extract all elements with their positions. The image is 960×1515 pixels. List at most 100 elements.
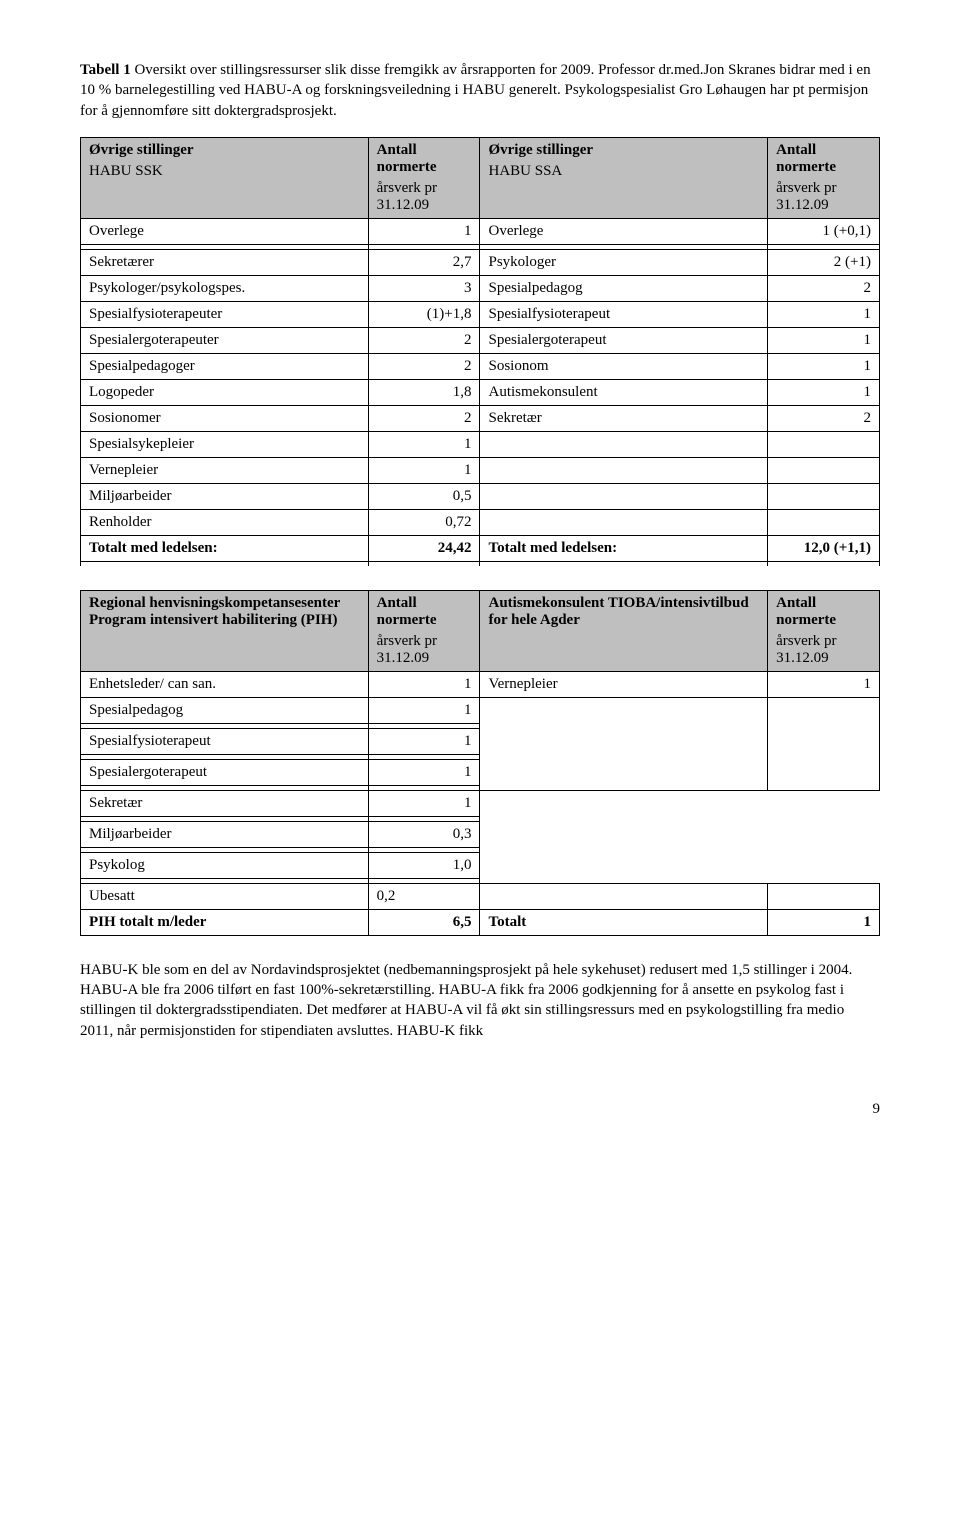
cell: Psykologer: [480, 249, 768, 275]
cell: [768, 697, 880, 790]
cell: Spesialergoterapeuter: [81, 327, 369, 353]
table-row: Spesialpedagoger2Sosionom1: [81, 353, 880, 379]
cell: Sekretær: [480, 405, 768, 431]
cell: Totalt: [480, 909, 768, 935]
cell: Sekretærer: [81, 249, 369, 275]
cell: 0,72: [368, 509, 480, 535]
t1-overlege-row: Overlege 1 Overlege 1 (+0,1): [81, 218, 880, 244]
cell: 1: [768, 909, 880, 935]
cell: [480, 457, 768, 483]
cell: Miljøarbeider: [81, 483, 369, 509]
t2-first-row: Enhetsleder/ can san. 1 Vernepleier 1: [81, 671, 880, 697]
table-row: Spesialergoterapeuter2Spesialergoterapeu…: [81, 327, 880, 353]
table-row: Sekretærer2,7Psykologer2 (+1): [81, 249, 880, 275]
t2-h4b: årsverk pr 31.12.09: [776, 633, 871, 667]
cell: Enhetsleder/ can san.: [81, 671, 369, 697]
cell: Sosionomer: [81, 405, 369, 431]
cell: Autismekonsulent: [480, 379, 768, 405]
cell: Totalt med ledelsen:: [81, 535, 369, 561]
table-row: Renholder0,72: [81, 509, 880, 535]
page-number: 9: [80, 1101, 880, 1118]
cell: (1)+1,8: [368, 301, 480, 327]
cell: Totalt med ledelsen:: [480, 535, 768, 561]
cell: [768, 883, 880, 909]
cell: 1: [368, 671, 480, 697]
cell: Spesialfysioterapeut: [81, 728, 369, 754]
cell: [768, 483, 880, 509]
cell: [768, 509, 880, 535]
cell: Psykolog: [81, 852, 369, 878]
t2-h2b: årsverk pr 31.12.09: [377, 633, 472, 667]
cell: 2: [368, 353, 480, 379]
t1-h4: Antall normerte årsverk pr 31.12.09: [768, 137, 880, 218]
cell: [480, 509, 768, 535]
table-row: Logopeder1,8Autismekonsulent1: [81, 379, 880, 405]
t1-h4b: årsverk pr 31.12.09: [776, 180, 871, 214]
t1-h1b: HABU SSK: [89, 163, 360, 180]
cell: Spesialpedagog: [480, 275, 768, 301]
t2-ubesatt-row: Ubesatt 0,2: [81, 883, 880, 909]
cell: 1,0: [368, 852, 480, 878]
cell: Vernepleier: [480, 671, 768, 697]
t2-total-row: PIH totalt m/leder 6,5 Totalt 1: [81, 909, 880, 935]
table-row: Miljøarbeider0,5: [81, 483, 880, 509]
cell: Overlege: [480, 218, 768, 244]
intro-text: Oversikt over stillingsressurser slik di…: [80, 62, 871, 119]
cell: 12,0 (+1,1): [768, 535, 880, 561]
cell: Spesialergoterapeut: [81, 759, 369, 785]
t1-h2: Antall normerte årsverk pr 31.12.09: [368, 137, 480, 218]
cell: Spesialfysioterapeut: [480, 301, 768, 327]
t2-h1: Regional henvisningskompetansesenter Pro…: [81, 590, 369, 671]
table-row: Spesialfysioterapeuter(1)+1,8Spesialfysi…: [81, 301, 880, 327]
cell: Spesialergoterapeut: [480, 327, 768, 353]
table-1: Øvrige stillinger HABU SSK Antall normer…: [80, 137, 880, 566]
t1-h2a: Antall normerte: [377, 142, 437, 175]
table-row: Psykolog1,0: [81, 852, 880, 878]
cell: Spesialpedagog: [81, 697, 369, 723]
cell: 2,7: [368, 249, 480, 275]
t1-h2b: årsverk pr 31.12.09: [377, 180, 472, 214]
cell: 1: [768, 353, 880, 379]
t1-h1: Øvrige stillinger HABU SSK: [81, 137, 369, 218]
cell: Ubesatt: [81, 883, 369, 909]
t1-h1a: Øvrige stillinger: [89, 142, 194, 158]
cell: 0,2: [368, 883, 480, 909]
t1-h3b: HABU SSA: [488, 163, 759, 180]
cell: 1: [368, 697, 480, 723]
t1-h3: Øvrige stillinger HABU SSA: [480, 137, 768, 218]
cell: [480, 697, 768, 790]
cell: 1: [768, 379, 880, 405]
cell: 1 (+0,1): [768, 218, 880, 244]
cell: [480, 431, 768, 457]
cell: 1: [368, 457, 480, 483]
cell: Renholder: [81, 509, 369, 535]
cell: 1: [368, 759, 480, 785]
cell: Vernepleier: [81, 457, 369, 483]
intro-paragraph: Tabell 1 Oversikt over stillingsressurse…: [80, 60, 880, 121]
t2-h3: Autismekonsulent TIOBA/intensivtilbud fo…: [480, 590, 768, 671]
cell: 6,5: [368, 909, 480, 935]
intro-strong: Tabell 1: [80, 62, 131, 78]
cell: Miljøarbeider: [81, 821, 369, 847]
cell: 1,8: [368, 379, 480, 405]
after-paragraph: HABU-K ble som en del av Nordavindsprosj…: [80, 960, 880, 1041]
cell: Overlege: [81, 218, 369, 244]
table-row: Spesialpedagog1: [81, 697, 880, 723]
cell: 3: [368, 275, 480, 301]
cell: Spesialpedagoger: [81, 353, 369, 379]
cell: 2: [368, 327, 480, 353]
table-row: Sekretær1: [81, 790, 880, 816]
cell: Psykologer/psykologspes.: [81, 275, 369, 301]
cell: [768, 431, 880, 457]
table-row: Psykologer/psykologspes.3Spesialpedagog2: [81, 275, 880, 301]
table-row: Miljøarbeider0,3: [81, 821, 880, 847]
cell: Logopeder: [81, 379, 369, 405]
cell: 0,3: [368, 821, 480, 847]
table-row: Spesialsykepleier1: [81, 431, 880, 457]
table-2: Regional henvisningskompetansesenter Pro…: [80, 590, 880, 936]
cell: [768, 457, 880, 483]
cell: Spesialfysioterapeuter: [81, 301, 369, 327]
t2-h2a: Antall normerte: [377, 595, 437, 628]
cell: 2 (+1): [768, 249, 880, 275]
cell: 1: [368, 728, 480, 754]
